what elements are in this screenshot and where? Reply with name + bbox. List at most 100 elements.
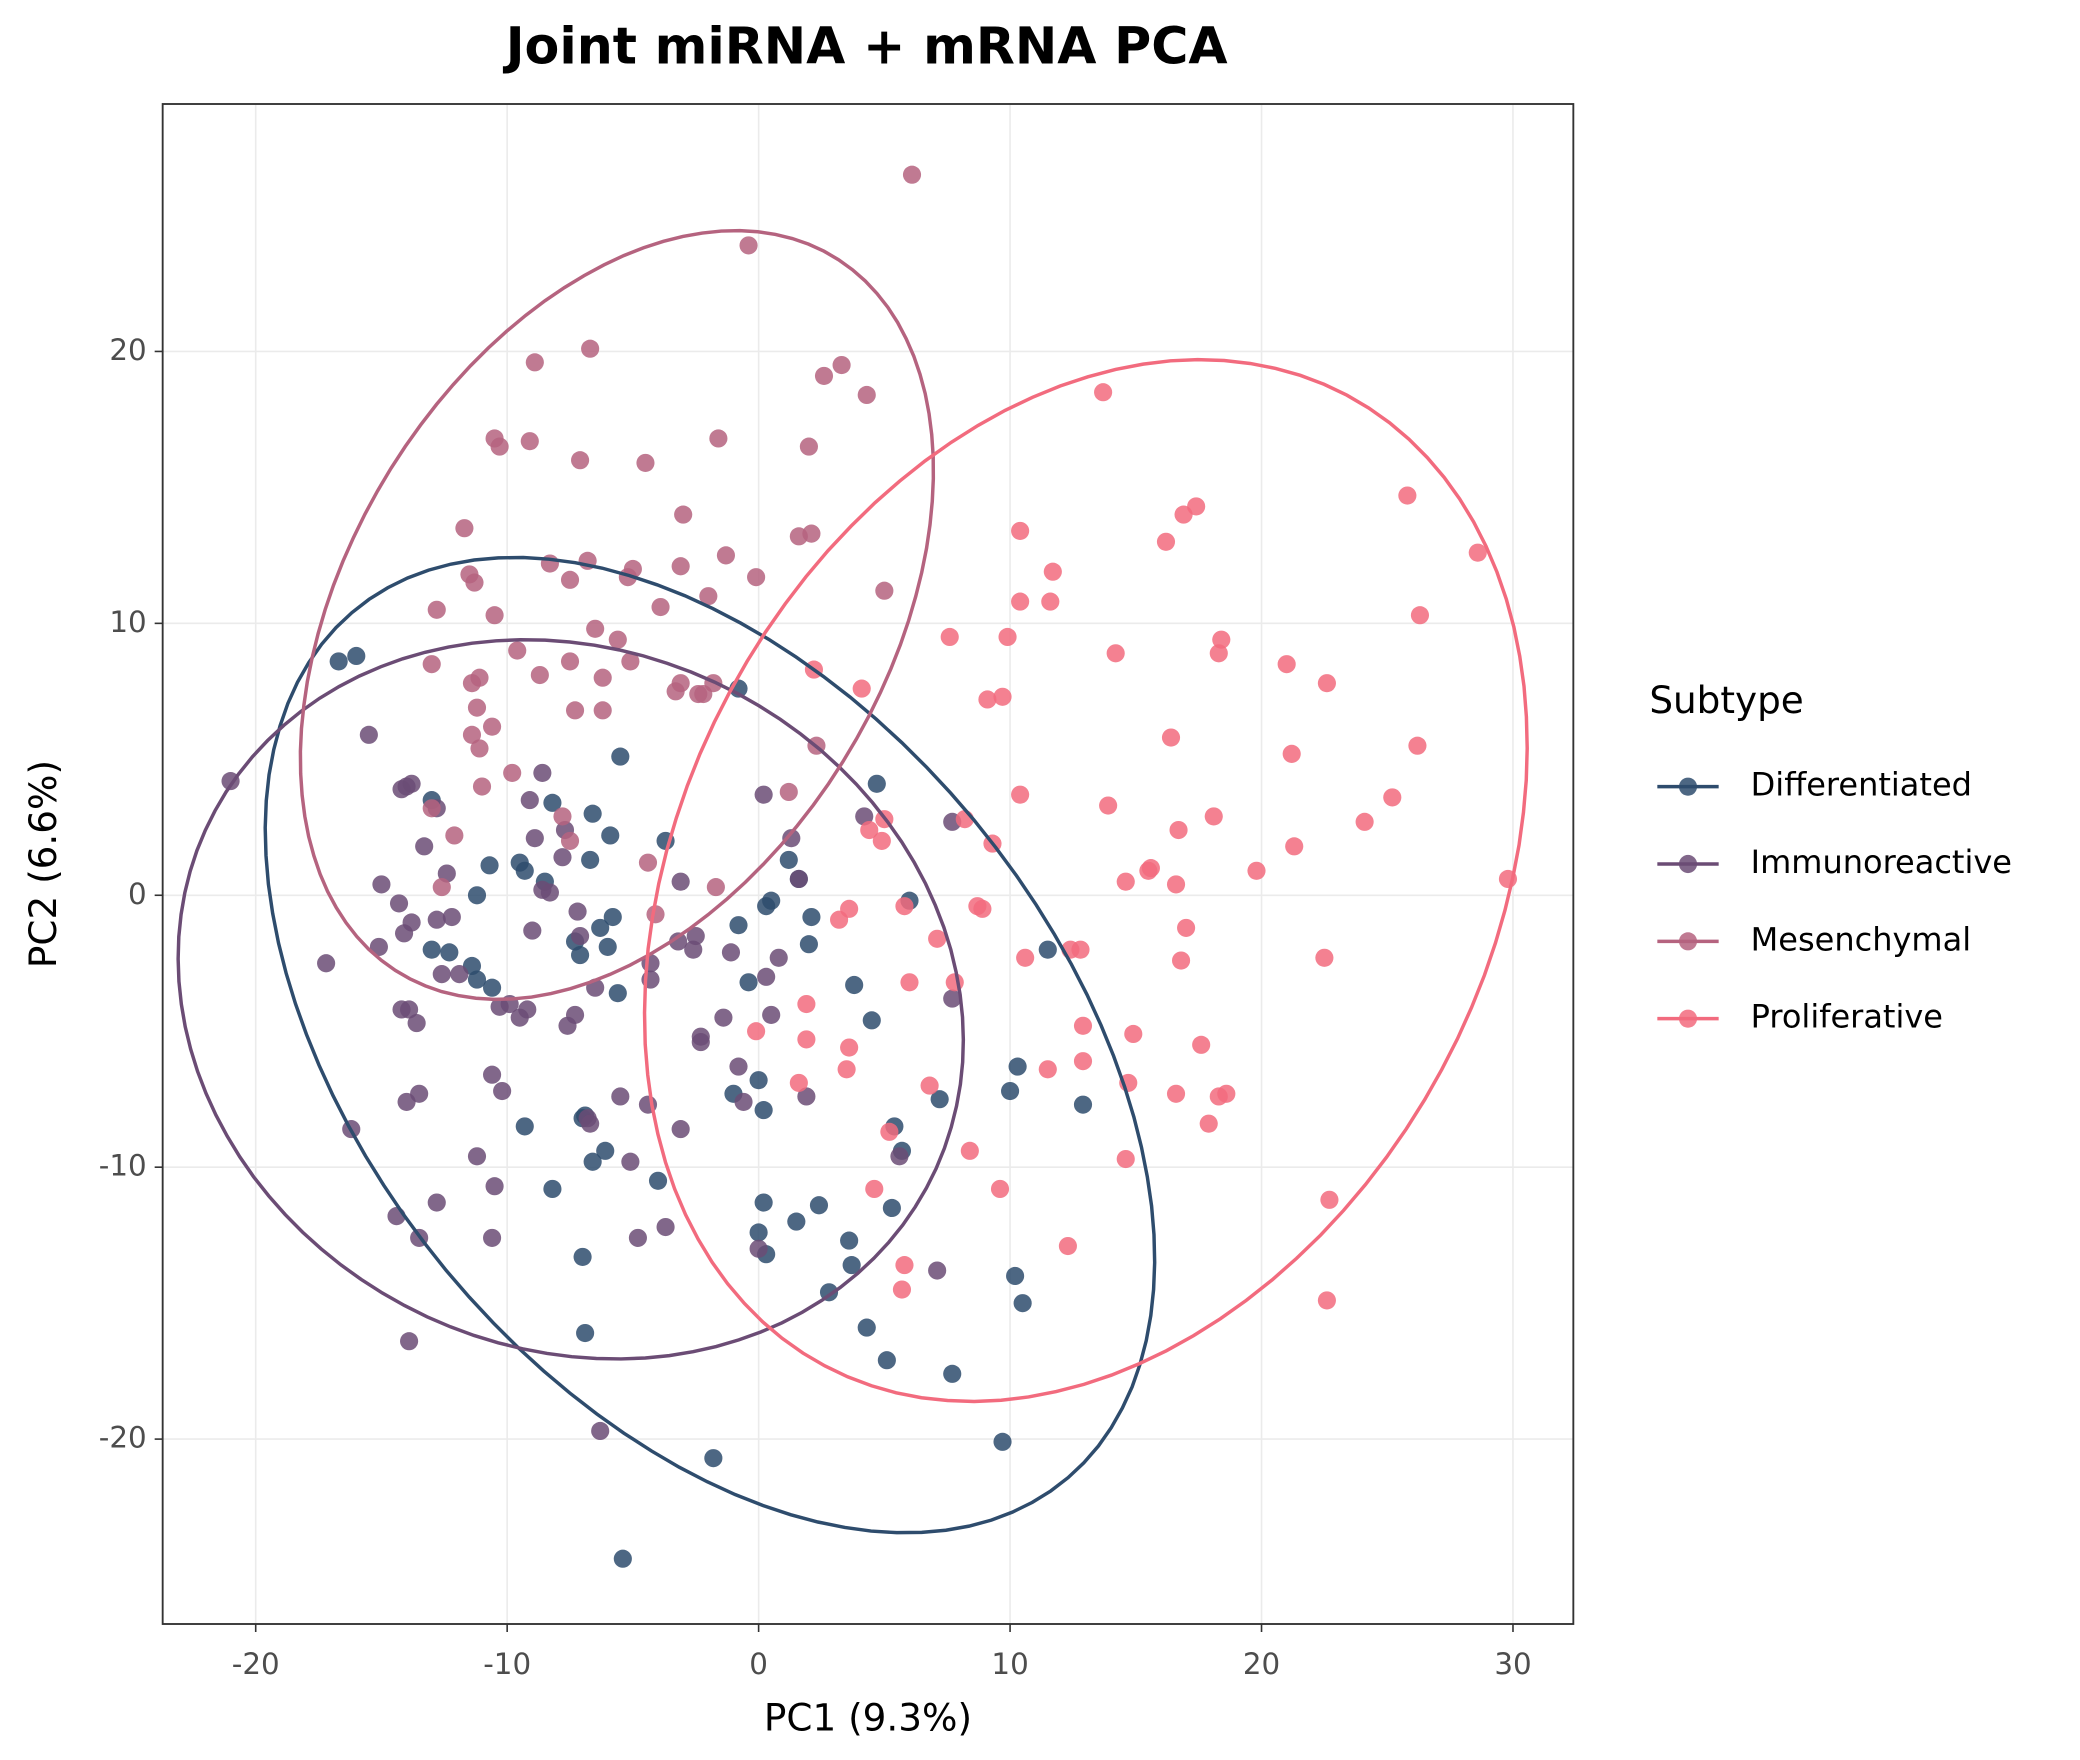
point [1169,820,1188,840]
point [543,793,562,812]
x-tick-label: 10 [991,1647,1028,1681]
point [845,975,864,995]
point [586,619,605,638]
point [485,1177,504,1196]
point [762,891,781,910]
legend-marker [1678,854,1698,874]
point [749,1239,768,1258]
point [465,573,484,592]
point [450,965,469,984]
point [415,837,434,856]
x-tick-label: -10 [483,1647,531,1681]
point [427,600,446,619]
point [749,1071,768,1090]
point [892,1280,912,1299]
point [611,1087,630,1106]
legend-title: Subtype [1649,678,1803,722]
point [591,1421,610,1441]
point [757,967,776,986]
point [520,432,539,451]
point [1041,592,1060,611]
panel-border [161,103,1575,1625]
point [1171,951,1191,970]
point [608,630,627,649]
point [739,236,758,255]
point [407,1014,426,1033]
y-tick-label: 0 [128,877,147,911]
point [782,829,801,848]
x-tick-label: -20 [232,1647,280,1681]
point [503,763,522,782]
point [993,687,1012,706]
point [520,791,539,810]
point [865,1179,884,1199]
point [973,899,992,918]
point [852,679,871,698]
point [472,777,492,796]
point [1001,1081,1020,1101]
point [553,807,572,826]
point [747,568,766,587]
point [1011,592,1030,611]
point [1408,736,1427,755]
point [1410,606,1430,625]
point [860,820,879,840]
point [855,807,874,826]
legend-label: Mesenchymal [1751,920,1971,958]
point [598,937,617,957]
point [797,994,816,1014]
point [651,597,670,617]
point [691,1033,710,1052]
y-tick-label: -20 [99,1421,147,1455]
confidence-ellipse [298,228,936,1002]
point [729,916,748,935]
point [515,861,534,880]
point [671,674,690,693]
point [779,782,798,802]
point [1043,562,1062,581]
point [993,1432,1012,1451]
point [749,1223,768,1242]
point [369,937,388,957]
point [872,831,891,850]
point [1141,859,1160,878]
point [840,1038,859,1057]
point [593,701,612,720]
point [1247,861,1266,880]
point [1187,497,1206,516]
point [1161,728,1181,747]
x-tick-label: 20 [1243,1647,1280,1681]
point [422,940,441,959]
point [1073,1095,1093,1114]
point [1398,486,1417,505]
legend-entry: Immunoreactive [1657,843,2012,881]
point [797,1030,816,1049]
point [445,826,464,845]
point [565,701,585,720]
point [754,1101,773,1120]
point [671,1120,690,1139]
point [583,1152,602,1171]
point [928,1261,947,1280]
point [467,698,487,717]
x-tick-label: 30 [1494,1647,1531,1681]
point [1192,1035,1211,1054]
point [621,1152,640,1171]
point [762,1005,781,1024]
point [895,1256,914,1275]
point [596,1141,615,1160]
point [470,739,489,758]
point [560,831,580,850]
point [638,853,658,872]
y-tick-label: -10 [99,1149,147,1183]
point [857,1318,876,1337]
point [1199,1114,1218,1133]
point [714,1008,733,1027]
point [1204,807,1223,826]
legend-label: Proliferative [1751,998,1943,1036]
point [560,570,580,589]
point [432,878,451,897]
point [427,1193,446,1212]
x-tick-label: 0 [749,1647,768,1681]
